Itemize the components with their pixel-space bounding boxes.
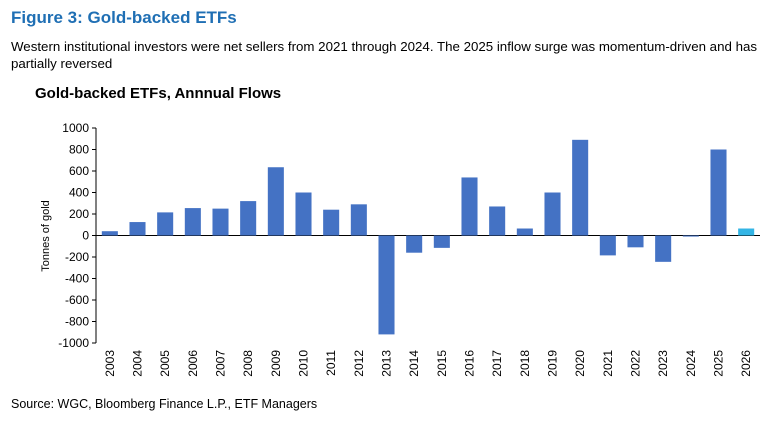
bar-2017	[489, 206, 506, 236]
x-tick-label: 2018	[518, 350, 532, 377]
x-tick-label: 2008	[241, 350, 255, 377]
source-note: Source: WGC, Bloomberg Finance L.P., ETF…	[11, 397, 318, 411]
bar-2025	[710, 149, 727, 236]
bar-2019	[544, 192, 561, 236]
x-tick-label: 2003	[103, 350, 117, 377]
x-tick-label: 2020	[573, 350, 587, 377]
bar-2014	[406, 235, 423, 253]
bar-2006	[184, 208, 201, 236]
x-tick-label: 2006	[186, 350, 200, 377]
y-tick-label: -800	[65, 315, 89, 329]
bar-2003	[101, 231, 118, 236]
x-tick-label: 2024	[684, 350, 698, 377]
bars	[101, 139, 755, 335]
x-tick-label: 2009	[269, 350, 283, 377]
y-tick-labels: -1000 -800 -600 -400 -200 0 200 400 600 800 1000	[58, 121, 96, 350]
x-tick-label: 2010	[297, 350, 311, 377]
x-tick-label: 2013	[380, 350, 394, 377]
x-tick-label: 2025	[712, 350, 726, 377]
bar-2021	[599, 235, 616, 256]
x-tick-label: 2016	[463, 350, 477, 377]
bar-2008	[240, 201, 257, 236]
x-tick-label: 2023	[656, 350, 670, 377]
x-tick-label: 2004	[131, 350, 145, 377]
y-tick-label: 1000	[62, 121, 89, 135]
y-tick-label: 200	[69, 207, 89, 221]
y-tick-label: -400	[65, 272, 89, 286]
x-tick-label: 2015	[435, 350, 449, 377]
x-tick-label: 2012	[352, 350, 366, 377]
bar-2026	[738, 228, 755, 236]
y-tick-label: -200	[65, 250, 89, 264]
x-tick-label: 2019	[546, 350, 560, 377]
bar-2018	[516, 228, 533, 236]
figure-subtitle: Western institutional investors were net…	[11, 39, 758, 71]
bar-2004	[129, 222, 146, 236]
x-tick-label: 2007	[214, 350, 228, 377]
bar-2011	[323, 209, 340, 236]
bar-2015	[433, 235, 450, 248]
bar-2013	[378, 235, 395, 335]
bar-2012	[350, 204, 367, 236]
bar-2010	[295, 192, 312, 236]
y-tick-label: -1000	[58, 336, 89, 350]
y-tick-label: 0	[82, 229, 89, 243]
x-tick-label: 2026	[739, 350, 753, 377]
bar-2023	[655, 235, 672, 262]
x-tick-label: 2022	[629, 350, 643, 377]
x-tick-label: 2021	[601, 350, 615, 377]
bar-2024	[682, 235, 699, 237]
figure-title: Figure 3: Gold-backed ETFs	[11, 8, 237, 27]
x-tick-label: 2017	[490, 350, 504, 377]
bar-2007	[212, 208, 229, 236]
bar-2022	[627, 235, 644, 248]
bar-2016	[461, 177, 478, 236]
y-tick-label: 600	[69, 164, 89, 178]
x-tick-label: 2014	[407, 350, 421, 377]
x-tick-label: 2011	[324, 350, 338, 376]
y-tick-label: 800	[69, 143, 89, 157]
x-tick-label: 2005	[158, 350, 172, 377]
x-tick-labels: 2003 2004 2005 2006 2007 2008 2009 2010 2011 2012…	[103, 350, 753, 377]
y-tick-label: 400	[69, 186, 89, 200]
bar-2020	[572, 139, 589, 236]
bar-2005	[157, 212, 174, 236]
y-axis-label: Tonnes of gold	[40, 200, 52, 272]
y-tick-label: -600	[65, 293, 89, 307]
bar-2009	[267, 167, 284, 236]
chart-title: Gold-backed ETFs, Annnual Flows	[35, 85, 281, 102]
